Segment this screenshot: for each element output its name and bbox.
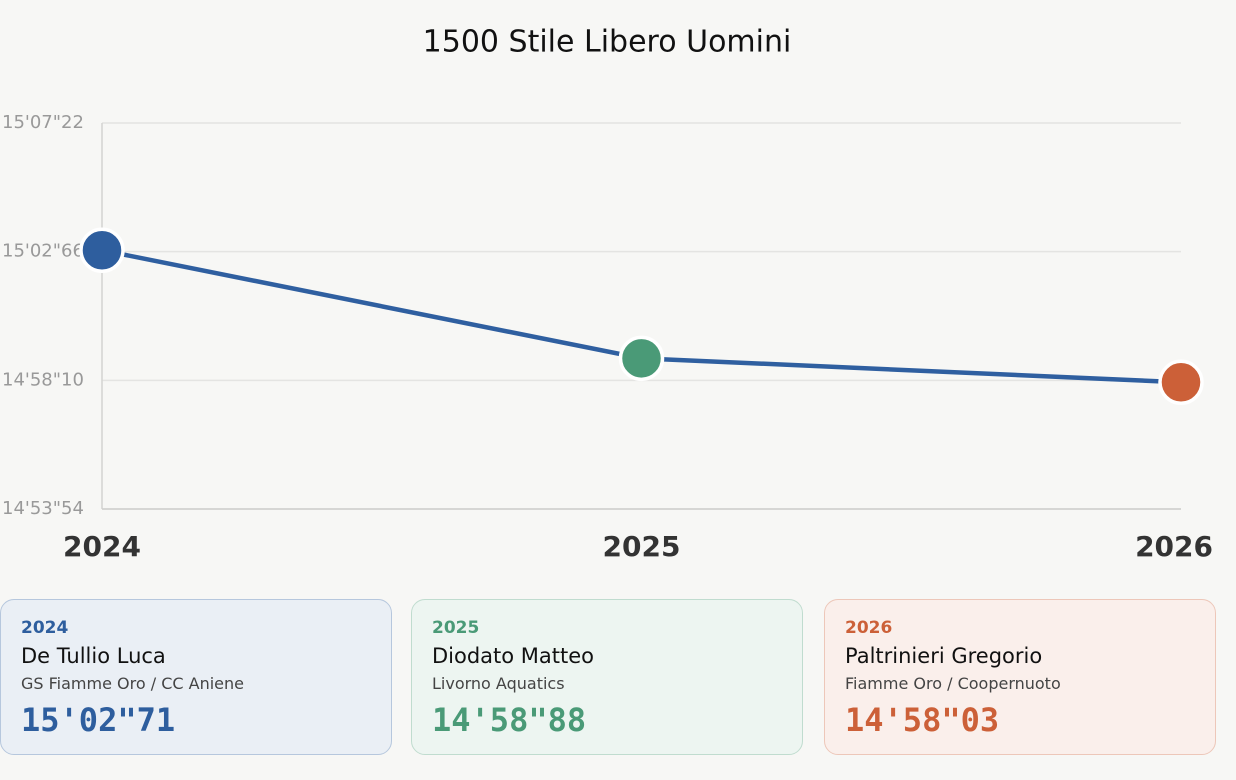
time-label: 15'02"71 <box>21 701 176 739</box>
y-tick-label: 14'53"54 <box>2 498 84 519</box>
athlete-card: 2024 De Tullio Luca GS Fiamme Oro / CC Ani… <box>0 599 392 755</box>
data-point <box>1158 359 1204 406</box>
card-year: 2026 <box>845 618 893 638</box>
y-tick-label: 14'58"10 <box>2 369 84 390</box>
y-tick-label: 15'07"22 <box>2 112 84 133</box>
time-label: 14'58"03 <box>845 701 1000 739</box>
chart: 1500 Stile Libero Uomini 14'53"54 14'58"1… <box>2 25 1213 564</box>
card-year: 2025 <box>432 618 480 638</box>
x-tick-label: 2025 <box>603 530 681 563</box>
athlete-card: 2026 Paltrinieri Gregorio Fiamme Oro / Coo… <box>824 599 1216 755</box>
time-label: 14'58"88 <box>432 701 587 739</box>
data-point <box>618 335 665 382</box>
chart-title: 1500 Stile Libero Uomini <box>423 25 792 60</box>
club-name: GS Fiamme Oro / CC Aniene <box>21 674 244 693</box>
card-year: 2024 <box>21 618 69 638</box>
data-point <box>79 227 125 274</box>
athlete-name: De Tullio Luca <box>21 644 166 668</box>
club-name: Fiamme Oro / Coopernuoto <box>845 674 1061 693</box>
y-tick-label: 15'02"66 <box>2 241 84 262</box>
x-tick-label: 2026 <box>1135 530 1213 563</box>
athlete-name: Paltrinieri Gregorio <box>845 644 1043 668</box>
x-tick-label: 2024 <box>63 530 141 563</box>
athlete-card: 2025 Diodato Matteo Livorno Aquatics 14'58"… <box>411 599 803 755</box>
athlete-name: Diodato Matteo <box>432 644 595 668</box>
club-name: Livorno Aquatics <box>432 674 565 693</box>
